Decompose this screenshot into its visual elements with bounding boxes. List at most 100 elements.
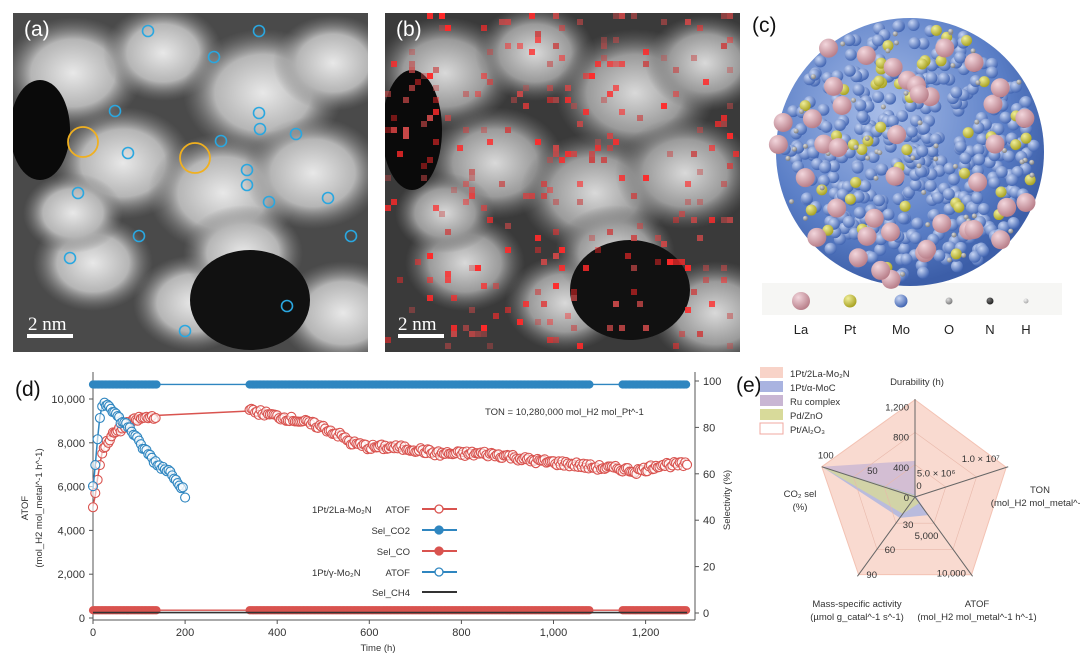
- mo-atom: [843, 64, 856, 77]
- pt-signal-pixel: [565, 151, 571, 157]
- pt-signal-pixel: [409, 49, 415, 55]
- mo-atom: [909, 231, 922, 244]
- la-atom: [1016, 192, 1036, 212]
- o-atom: [933, 156, 939, 162]
- radar-tick-label: 30: [903, 520, 914, 531]
- radar-tick-label: 0: [916, 481, 921, 492]
- pt-signal-pixel: [445, 229, 451, 235]
- mo-atom: [954, 51, 967, 64]
- pt-atom: [930, 24, 942, 36]
- single-atom-marker: [71, 186, 85, 200]
- panel-a-scale-bar: [27, 334, 73, 338]
- o-atom: [1019, 159, 1025, 165]
- pt-atom: [953, 201, 965, 213]
- pt-signal-pixel: [727, 343, 733, 349]
- pt-signal-pixel: [727, 217, 733, 223]
- mo-atom: [916, 145, 929, 158]
- pt-signal-pixel: [559, 247, 565, 253]
- mo-atom: [942, 188, 955, 201]
- mo-atom: [935, 155, 948, 168]
- radar-series-pd-zno: [821, 466, 920, 514]
- pt-signal-pixel: [469, 265, 475, 271]
- o-atom: [975, 80, 981, 86]
- single-atom-marker: [240, 178, 254, 192]
- mo-atom: [918, 122, 931, 135]
- mo-atom: [977, 203, 990, 216]
- mo-atom: [985, 57, 998, 70]
- pt-signal-pixel: [535, 31, 541, 37]
- pt-signal-pixel: [685, 181, 691, 187]
- o-atom: [950, 62, 956, 68]
- radar-tick-label: 5,000: [915, 531, 939, 542]
- o-atom: [952, 163, 958, 169]
- pt-signal-pixel: [463, 127, 469, 133]
- element-label: H: [1021, 322, 1030, 337]
- void-region: [570, 240, 690, 340]
- pt-signal-pixel: [637, 301, 643, 307]
- mo-atom: [1006, 174, 1019, 187]
- single-atom-marker: [252, 106, 266, 120]
- pt-signal-pixel: [547, 319, 553, 325]
- mo-atom: [884, 92, 897, 105]
- panel-b-label: (b): [396, 18, 422, 41]
- pt-signal-pixel: [385, 175, 391, 181]
- pt-legend-sphere: [843, 294, 857, 308]
- single-atom-marker: [289, 127, 303, 141]
- pt-signal-pixel: [433, 139, 439, 145]
- radar-tick-label: 10,000: [937, 569, 966, 580]
- pt-signal-pixel: [445, 343, 451, 349]
- mo-atom: [1007, 217, 1020, 230]
- pt-signal-pixel: [481, 127, 487, 133]
- single-atom-marker: [214, 134, 228, 148]
- o-atom: [921, 189, 927, 195]
- pt-signal-pixel: [421, 163, 427, 169]
- pt-signal-pixel: [571, 295, 577, 301]
- o-atom: [893, 40, 899, 46]
- la-atom: [880, 222, 900, 242]
- o-atom: [933, 143, 939, 149]
- o-legend-sphere: [945, 297, 953, 305]
- la-atom: [932, 214, 952, 234]
- atof-selectivity-chart: Time (h) ATOF (mol_H2 mol_metal^-1 h^-1)…: [20, 372, 733, 654]
- pt-signal-pixel: [445, 277, 451, 283]
- mo-atom: [973, 153, 986, 166]
- mo-atom: [872, 194, 885, 207]
- x-tick-label: 800: [452, 627, 470, 639]
- mo-atom: [824, 242, 837, 255]
- pt-signal-pixel: [547, 157, 553, 163]
- pt-signal-pixel: [607, 133, 613, 139]
- pt-signal-pixel: [607, 61, 613, 67]
- single-atom-marker: [252, 24, 266, 38]
- atof-point: [180, 492, 191, 503]
- pt-signal-pixel: [685, 19, 691, 25]
- radar-tick-label: 1,200: [885, 403, 909, 414]
- radar-tick-label: 90: [866, 570, 877, 581]
- pt-signal-pixel: [403, 133, 409, 139]
- panel-a-stem-image: [13, 13, 368, 352]
- la-atom: [990, 78, 1010, 98]
- pt-signal-pixel: [553, 97, 559, 103]
- radar-chart: 0 400 800 1,200 5.0 × 10⁶ 1.0 × 10⁷ 5,000 10,00…: [784, 377, 1080, 623]
- pt-signal-pixel: [529, 49, 535, 55]
- o-atom: [903, 90, 909, 96]
- la-atom: [802, 109, 822, 129]
- o-atom: [791, 146, 797, 152]
- la-atom: [857, 226, 877, 246]
- pt-signal-pixel: [697, 331, 703, 337]
- pt-signal-pixel: [469, 307, 475, 313]
- pt-atom: [978, 76, 990, 88]
- pt-signal-pixel: [601, 97, 607, 103]
- la-atom: [968, 172, 988, 192]
- x-tick-label: 0: [90, 627, 96, 639]
- pt-signal-pixel: [697, 235, 703, 241]
- pt-signal-pixel: [535, 235, 541, 241]
- pt-signal-pixel: [679, 211, 685, 217]
- pt-signal-pixel: [475, 91, 481, 97]
- radar-tick-label: 100: [818, 451, 834, 462]
- o-atom: [925, 222, 931, 228]
- la-atom: [885, 166, 905, 186]
- pt-signal-pixel: [415, 259, 421, 265]
- pt-signal-pixel: [721, 121, 727, 127]
- pt-signal-pixel: [673, 91, 679, 97]
- o-atom: [785, 155, 791, 161]
